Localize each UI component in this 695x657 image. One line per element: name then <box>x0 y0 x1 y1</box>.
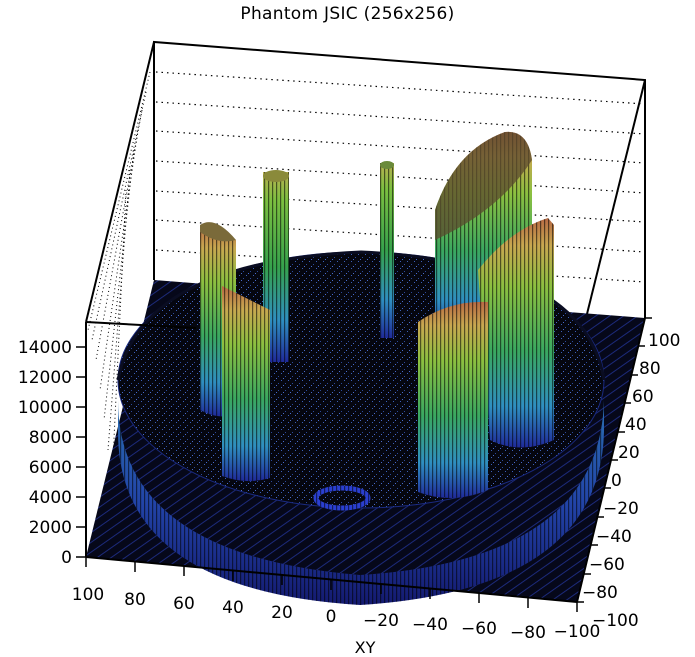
z-tick-6000: 6000 <box>29 458 72 478</box>
x-tick-neg20: −20 <box>363 611 399 631</box>
y-tick-80: 80 <box>639 359 661 379</box>
x-tick-neg80: −80 <box>510 623 546 643</box>
y-tick-100: 100 <box>648 331 680 351</box>
y-tick-neg20: −20 <box>603 499 639 519</box>
y-tick-neg100: −100 <box>592 611 639 631</box>
y-tick-60: 60 <box>632 387 654 407</box>
back-wall-left <box>86 42 154 557</box>
insert-front-right <box>418 301 488 499</box>
z-tick-0: 0 <box>61 548 72 568</box>
z-tick-14000: 14000 <box>18 338 72 358</box>
x-tick-neg40: −40 <box>412 615 448 635</box>
insert-right <box>478 218 554 448</box>
z-tick-2000: 2000 <box>29 518 72 538</box>
insert-front-left <box>222 286 270 482</box>
x-tick-neg100: −100 <box>554 622 601 642</box>
z-tick-4000: 4000 <box>29 488 72 508</box>
x-tick-60: 60 <box>173 594 195 614</box>
x-tick-20: 20 <box>271 603 293 623</box>
x-tick-40: 40 <box>222 598 244 618</box>
z-axis: 0 2000 4000 6000 8000 10000 12000 14000 <box>18 321 197 568</box>
small-ring-insert <box>313 485 371 511</box>
x-tick-neg60: −60 <box>461 619 497 639</box>
y-tick-neg80: −80 <box>582 583 618 603</box>
insert-back-center-thin <box>380 161 394 338</box>
x-axis: 100 80 60 40 20 0 −20 −40 −60 −80 −100 X… <box>72 556 601 657</box>
y-tick-40: 40 <box>625 415 647 435</box>
x-tick-100: 100 <box>72 585 104 605</box>
y-tick-neg60: −60 <box>589 555 625 575</box>
z-tick-12000: 12000 <box>18 368 72 388</box>
x-tick-80: 80 <box>124 590 146 610</box>
chart-title: Phantom JSIC (256x256) <box>240 4 455 24</box>
x-tick-0: 0 <box>326 607 337 627</box>
y-tick-0: 0 <box>611 471 622 491</box>
y-axis: 100 80 60 40 20 0 −20 −40 −60 −80 −100 <box>576 317 680 631</box>
z-tick-8000: 8000 <box>29 428 72 448</box>
x-axis-label: XY <box>355 638 376 657</box>
y-tick-neg40: −40 <box>596 527 632 547</box>
y-tick-20: 20 <box>618 443 640 463</box>
z-tick-10000: 10000 <box>18 398 72 418</box>
